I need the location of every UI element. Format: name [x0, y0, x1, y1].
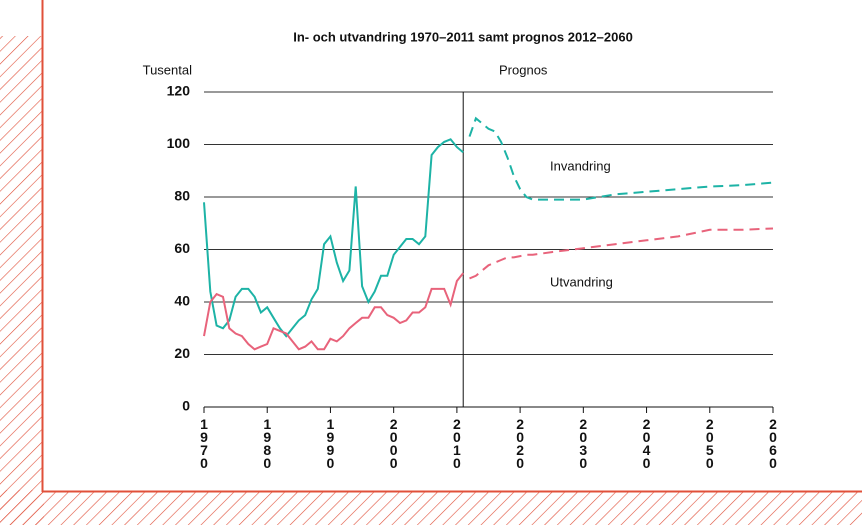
y-tick-label: 20: [174, 345, 190, 361]
x-tick-label: 2060: [765, 416, 781, 468]
series-line: [468, 116, 774, 201]
x-tick-label: 2000: [386, 416, 402, 468]
series-label: Invandring: [550, 158, 611, 173]
x-tick-label: 2050: [702, 416, 718, 468]
y-tick-label: 40: [174, 293, 190, 309]
card: [42, 0, 862, 492]
y-tick-label: 60: [174, 240, 190, 256]
x-tick-label: 2020: [512, 416, 528, 468]
series-line: [203, 272, 464, 351]
x-tick-label: 1990: [322, 416, 338, 468]
x-tick-label: 1980: [259, 416, 275, 468]
series-line: [469, 227, 774, 280]
y-tick-label: 100: [167, 135, 191, 151]
chart-title: In- och utvandring 1970–2011 samt progno…: [293, 29, 633, 44]
annotation: Prognos: [499, 62, 548, 77]
y-tick-label: 120: [167, 83, 191, 99]
x-tick-label: 2040: [639, 416, 655, 468]
x-tick-label: 1970: [196, 416, 212, 468]
y-tick-label: 80: [174, 188, 190, 204]
hatch-bottom: [0, 490, 862, 525]
y-tick-label: 0: [182, 398, 190, 414]
series-label: Utvandring: [550, 274, 613, 289]
y-axis-label: Tusental: [143, 62, 192, 77]
x-tick-label: 2030: [575, 416, 591, 468]
hatch-left: [0, 36, 44, 525]
series-line: [203, 138, 464, 338]
x-tick-label: 2010: [449, 416, 465, 468]
